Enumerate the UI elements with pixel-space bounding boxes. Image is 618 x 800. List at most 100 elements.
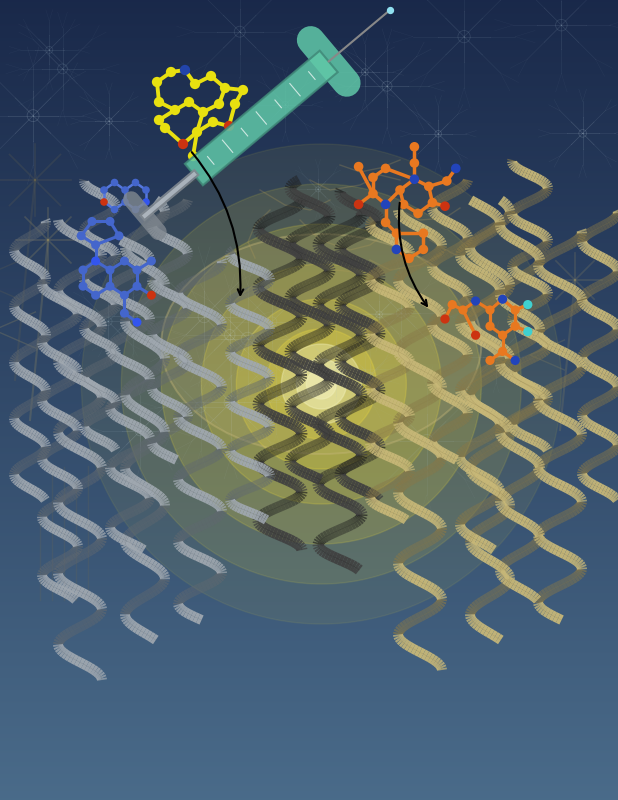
Polygon shape <box>473 400 481 410</box>
Polygon shape <box>485 225 493 236</box>
Polygon shape <box>178 404 186 414</box>
Polygon shape <box>40 450 49 458</box>
Polygon shape <box>533 602 543 603</box>
Polygon shape <box>109 255 117 264</box>
Polygon shape <box>250 312 256 322</box>
Polygon shape <box>292 260 300 270</box>
Polygon shape <box>70 490 78 498</box>
Polygon shape <box>142 336 151 346</box>
Polygon shape <box>341 250 350 261</box>
Polygon shape <box>83 334 91 345</box>
Polygon shape <box>413 401 421 411</box>
Polygon shape <box>321 351 329 362</box>
Polygon shape <box>498 437 507 447</box>
Polygon shape <box>388 453 395 463</box>
Polygon shape <box>60 587 67 597</box>
Polygon shape <box>246 385 253 395</box>
Polygon shape <box>565 551 574 562</box>
Polygon shape <box>148 275 158 282</box>
Polygon shape <box>313 472 320 484</box>
Polygon shape <box>9 246 19 251</box>
Polygon shape <box>174 313 181 323</box>
Polygon shape <box>199 553 206 564</box>
Polygon shape <box>179 297 187 306</box>
Polygon shape <box>352 397 360 407</box>
Polygon shape <box>178 605 186 614</box>
Polygon shape <box>357 454 368 455</box>
Polygon shape <box>316 476 325 485</box>
Polygon shape <box>57 527 64 538</box>
Polygon shape <box>263 270 271 280</box>
Polygon shape <box>405 415 414 421</box>
Polygon shape <box>405 358 413 369</box>
Polygon shape <box>375 389 385 394</box>
Polygon shape <box>109 403 117 412</box>
Polygon shape <box>131 242 138 252</box>
Polygon shape <box>455 282 462 291</box>
Polygon shape <box>165 342 172 353</box>
Polygon shape <box>146 485 154 495</box>
Polygon shape <box>106 527 116 533</box>
Polygon shape <box>130 327 138 338</box>
Polygon shape <box>248 482 255 493</box>
Polygon shape <box>248 458 255 469</box>
Polygon shape <box>585 461 592 470</box>
Polygon shape <box>367 442 376 450</box>
Polygon shape <box>323 470 331 482</box>
Polygon shape <box>591 422 599 433</box>
Polygon shape <box>472 333 480 343</box>
Polygon shape <box>37 517 48 521</box>
Polygon shape <box>67 474 74 485</box>
Polygon shape <box>124 385 132 393</box>
Polygon shape <box>124 477 131 487</box>
Polygon shape <box>575 234 584 242</box>
Polygon shape <box>470 530 478 538</box>
Polygon shape <box>127 454 136 463</box>
Polygon shape <box>80 336 88 347</box>
Polygon shape <box>540 189 548 198</box>
Polygon shape <box>465 614 475 619</box>
Polygon shape <box>578 242 588 247</box>
Polygon shape <box>104 258 112 268</box>
Polygon shape <box>253 412 260 422</box>
Polygon shape <box>129 360 136 370</box>
Polygon shape <box>289 320 297 330</box>
Polygon shape <box>527 381 533 391</box>
Polygon shape <box>315 364 322 375</box>
Polygon shape <box>106 345 116 350</box>
Polygon shape <box>227 499 236 507</box>
Polygon shape <box>485 363 493 374</box>
Polygon shape <box>261 465 269 475</box>
Polygon shape <box>491 485 499 495</box>
Polygon shape <box>535 254 544 260</box>
Polygon shape <box>430 209 438 217</box>
Polygon shape <box>501 435 509 445</box>
Polygon shape <box>473 370 481 380</box>
Polygon shape <box>396 402 404 412</box>
Polygon shape <box>296 258 307 262</box>
Polygon shape <box>499 490 508 500</box>
Polygon shape <box>145 434 154 439</box>
Polygon shape <box>402 352 410 361</box>
Polygon shape <box>48 444 56 454</box>
Polygon shape <box>538 322 546 332</box>
Polygon shape <box>338 418 347 428</box>
Polygon shape <box>541 178 549 188</box>
Polygon shape <box>152 489 161 498</box>
Polygon shape <box>601 394 609 404</box>
Polygon shape <box>517 271 525 281</box>
Polygon shape <box>485 407 493 418</box>
Polygon shape <box>156 288 165 298</box>
Polygon shape <box>97 467 107 469</box>
Polygon shape <box>353 516 362 526</box>
Polygon shape <box>355 327 365 335</box>
Polygon shape <box>255 403 264 411</box>
Polygon shape <box>38 394 48 401</box>
Polygon shape <box>145 314 154 320</box>
Polygon shape <box>323 370 332 380</box>
Polygon shape <box>106 408 116 415</box>
Polygon shape <box>612 386 618 394</box>
Polygon shape <box>374 214 384 222</box>
Polygon shape <box>564 349 572 359</box>
Polygon shape <box>510 426 519 434</box>
